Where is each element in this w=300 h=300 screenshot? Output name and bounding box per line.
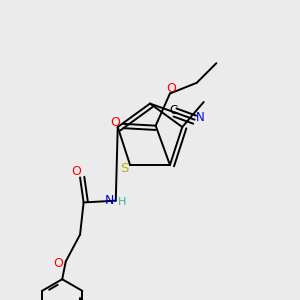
Text: N: N: [105, 194, 114, 207]
Text: O: O: [111, 116, 121, 129]
Text: S: S: [121, 162, 129, 175]
Text: N: N: [196, 111, 205, 124]
Text: O: O: [53, 257, 63, 270]
Text: O: O: [166, 82, 176, 95]
Text: C: C: [169, 104, 177, 117]
Text: H: H: [118, 197, 126, 207]
Text: O: O: [71, 164, 81, 178]
